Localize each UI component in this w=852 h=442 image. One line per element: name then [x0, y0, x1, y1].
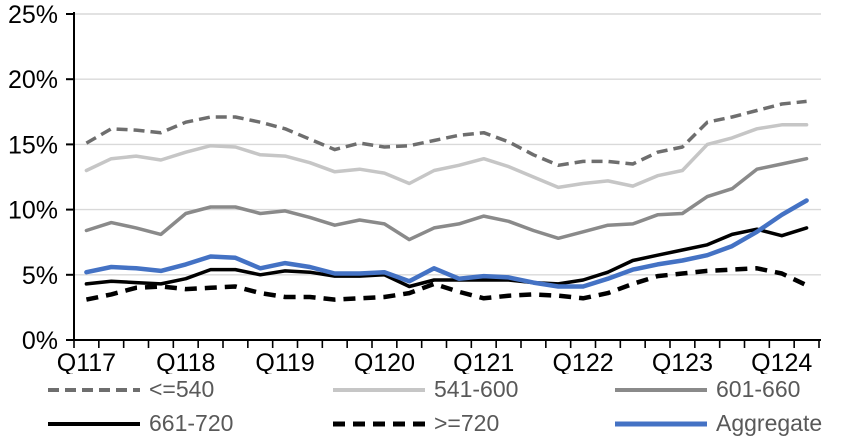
legend-swatch-le540 [48, 387, 140, 392]
legend-label: 541-600 [434, 376, 519, 402]
line-chart: 0% 5% 10% 15% 20% 25% Q117 Q118 Q119 Q120 Q121 Q122… [8, 1, 821, 377]
series-line-661-720 [84, 226, 809, 289]
legend-item-601-660: 601-660 [615, 376, 852, 403]
series-line-601-660 [84, 156, 809, 242]
series-line-540 [85, 99, 807, 168]
x-axis-labels: Q117 Q118 Q119 Q120 Q121 Q122 Q123 Q124 [57, 349, 813, 377]
legend-item-541-600: 541-600 [333, 376, 615, 403]
x-tick-label: Q118 [156, 349, 215, 374]
legend-item-aggregate: Aggregate [615, 410, 852, 437]
x-tick-label: Q123 [652, 349, 713, 374]
axes [66, 12, 821, 348]
legend-label: 601-660 [716, 376, 801, 402]
y-tick-label: 15% [8, 131, 58, 159]
legend-swatch-541-600 [333, 387, 425, 392]
legend-swatch-601-660 [615, 387, 707, 392]
x-tick-label: Q124 [751, 349, 812, 374]
x-tick-label: Q119 [255, 349, 314, 374]
y-tick-label: 10% [8, 197, 58, 225]
chart-legend: <=540 541-600 601-660 661-720 >=720 Aggr… [0, 376, 852, 437]
legend-label: 661-720 [149, 410, 234, 436]
legend-item-le540: <=540 [48, 376, 333, 403]
chart-container: 0% 5% 10% 15% 20% 25% Q117 Q118 Q119 Q120 Q121 Q122… [8, 1, 821, 377]
y-tick-label: 5% [22, 262, 58, 290]
y-axis-labels: 0% 5% 10% 15% 20% 25% [8, 1, 58, 355]
x-tick-label: Q117 [57, 349, 116, 374]
x-tick-label: Q122 [552, 349, 613, 374]
series-line-541-600 [84, 123, 809, 190]
series-line-720 [85, 266, 808, 302]
series-line-aggregate [84, 198, 809, 289]
y-tick-label: 0% [22, 327, 58, 355]
x-tick-label: Q120 [354, 349, 415, 374]
legend-label: >=720 [434, 410, 500, 436]
legend-swatch-661-720 [48, 421, 140, 426]
legend-swatch-ge720 [333, 421, 425, 426]
series-lines [84, 99, 809, 302]
legend-label: Aggregate [716, 410, 823, 436]
legend-item-ge720: >=720 [333, 410, 615, 437]
y-tick-label: 25% [8, 1, 58, 29]
y-tick-label: 20% [8, 66, 58, 94]
legend-swatch-aggregate [615, 421, 707, 426]
x-tick-label: Q121 [453, 349, 514, 374]
legend-label: <=540 [149, 376, 215, 402]
legend-item-661-720: 661-720 [48, 410, 333, 437]
